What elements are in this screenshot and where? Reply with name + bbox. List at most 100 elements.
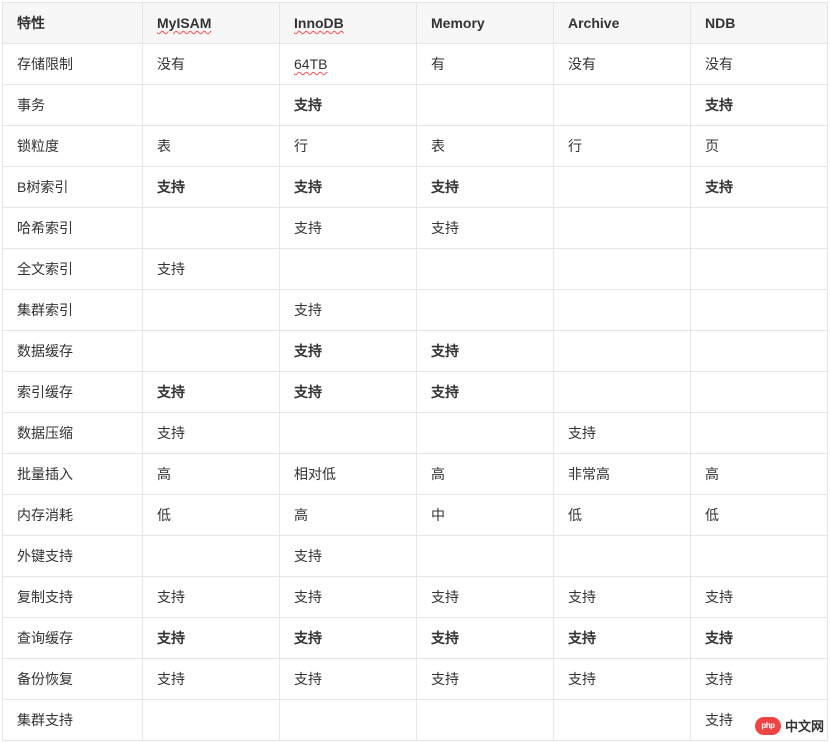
column-header: 特性 xyxy=(3,3,143,44)
value-cell xyxy=(143,536,280,577)
value-cell: 支持 xyxy=(554,577,691,618)
feature-cell: 备份恢复 xyxy=(3,659,143,700)
value-cell xyxy=(691,331,828,372)
value-cell: 低 xyxy=(554,495,691,536)
value-cell xyxy=(554,167,691,208)
table-row: 索引缓存支持支持支持 xyxy=(3,372,828,413)
feature-cell: 外键支持 xyxy=(3,536,143,577)
value-cell xyxy=(417,290,554,331)
value-cell: 支持 xyxy=(417,167,554,208)
value-cell: 支持 xyxy=(417,577,554,618)
value-cell xyxy=(554,249,691,290)
value-cell: 支持 xyxy=(554,659,691,700)
value-cell: 相对低 xyxy=(280,454,417,495)
value-cell: 支持 xyxy=(691,85,828,126)
column-header: NDB xyxy=(691,3,828,44)
value-cell: 支持 xyxy=(417,331,554,372)
value-cell: 支持 xyxy=(554,618,691,659)
column-header: InnoDB xyxy=(280,3,417,44)
feature-cell: 索引缓存 xyxy=(3,372,143,413)
feature-cell: 存储限制 xyxy=(3,44,143,85)
feature-cell: 事务 xyxy=(3,85,143,126)
feature-cell: 复制支持 xyxy=(3,577,143,618)
value-cell: 支持 xyxy=(280,167,417,208)
value-cell: 中 xyxy=(417,495,554,536)
value-cell: 行 xyxy=(554,126,691,167)
table-row: 复制支持支持支持支持支持支持 xyxy=(3,577,828,618)
value-cell: 支持 xyxy=(143,372,280,413)
value-cell xyxy=(691,413,828,454)
table-row: 事务 支持 支持 xyxy=(3,85,828,126)
value-cell xyxy=(554,331,691,372)
watermark-label: 中文网 xyxy=(785,716,824,735)
table-row: 存储限制没有64TB有没有没有 xyxy=(3,44,828,85)
value-cell xyxy=(554,700,691,741)
table-row: 备份恢复支持支持支持支持支持 xyxy=(3,659,828,700)
value-cell: 支持 xyxy=(417,208,554,249)
value-cell: 支持 xyxy=(143,413,280,454)
value-cell: 支持 xyxy=(143,167,280,208)
value-cell: 低 xyxy=(691,495,828,536)
value-cell xyxy=(280,700,417,741)
value-cell: 支持 xyxy=(143,659,280,700)
table-row: 批量插入高相对低高非常高高 xyxy=(3,454,828,495)
value-cell: 支持 xyxy=(691,618,828,659)
value-cell xyxy=(143,290,280,331)
value-cell xyxy=(691,290,828,331)
value-cell xyxy=(554,536,691,577)
value-cell xyxy=(691,372,828,413)
feature-cell: 内存消耗 xyxy=(3,495,143,536)
value-cell: 支持 xyxy=(280,372,417,413)
value-cell: 支持 xyxy=(417,372,554,413)
value-cell xyxy=(143,208,280,249)
value-cell xyxy=(417,700,554,741)
value-cell: 支持 xyxy=(143,249,280,290)
comparison-table: 特性MyISAMInnoDBMemoryArchiveNDB 存储限制没有64T… xyxy=(2,2,828,741)
value-cell: 页 xyxy=(691,126,828,167)
value-cell: 支持 xyxy=(280,618,417,659)
value-cell xyxy=(554,372,691,413)
value-cell: 支持 xyxy=(280,331,417,372)
value-cell: 高 xyxy=(417,454,554,495)
feature-cell: 集群支持 xyxy=(3,700,143,741)
value-cell: 没有 xyxy=(691,44,828,85)
value-cell xyxy=(417,536,554,577)
feature-cell: 查询缓存 xyxy=(3,618,143,659)
table-header: 特性MyISAMInnoDBMemoryArchiveNDB xyxy=(3,3,828,44)
table-row: 集群支持支持 xyxy=(3,700,828,741)
php-logo-icon: php xyxy=(755,717,781,735)
value-cell xyxy=(417,85,554,126)
value-cell: 高 xyxy=(691,454,828,495)
value-cell: 没有 xyxy=(143,44,280,85)
value-cell: 支持 xyxy=(280,659,417,700)
table-row: 全文索引支持 xyxy=(3,249,828,290)
value-cell: 没有 xyxy=(554,44,691,85)
value-cell xyxy=(280,413,417,454)
value-cell: 有 xyxy=(417,44,554,85)
value-cell: 支持 xyxy=(280,85,417,126)
table-body: 存储限制没有64TB有没有没有事务支持支持锁粒度表行表行页B树索引支持支持支持支… xyxy=(3,44,828,741)
value-cell: 支持 xyxy=(691,659,828,700)
value-cell: 支持 xyxy=(691,577,828,618)
value-cell xyxy=(280,249,417,290)
value-cell: 支持 xyxy=(143,577,280,618)
table-row: 数据压缩支持支持 xyxy=(3,413,828,454)
value-cell xyxy=(143,85,280,126)
value-cell xyxy=(143,700,280,741)
value-cell: 64TB xyxy=(280,44,417,85)
value-cell: 支持 xyxy=(417,618,554,659)
value-cell xyxy=(691,536,828,577)
value-cell xyxy=(554,208,691,249)
feature-cell: 批量插入 xyxy=(3,454,143,495)
table-row: B树索引支持支持支持支持 xyxy=(3,167,828,208)
feature-cell: 哈希索引 xyxy=(3,208,143,249)
value-cell xyxy=(691,208,828,249)
value-cell: 支持 xyxy=(417,659,554,700)
feature-cell: 数据压缩 xyxy=(3,413,143,454)
feature-cell: 全文索引 xyxy=(3,249,143,290)
value-cell: 低 xyxy=(143,495,280,536)
table-row: 外键支持支持 xyxy=(3,536,828,577)
value-cell xyxy=(143,331,280,372)
value-cell: 支持 xyxy=(691,167,828,208)
value-cell: 行 xyxy=(280,126,417,167)
